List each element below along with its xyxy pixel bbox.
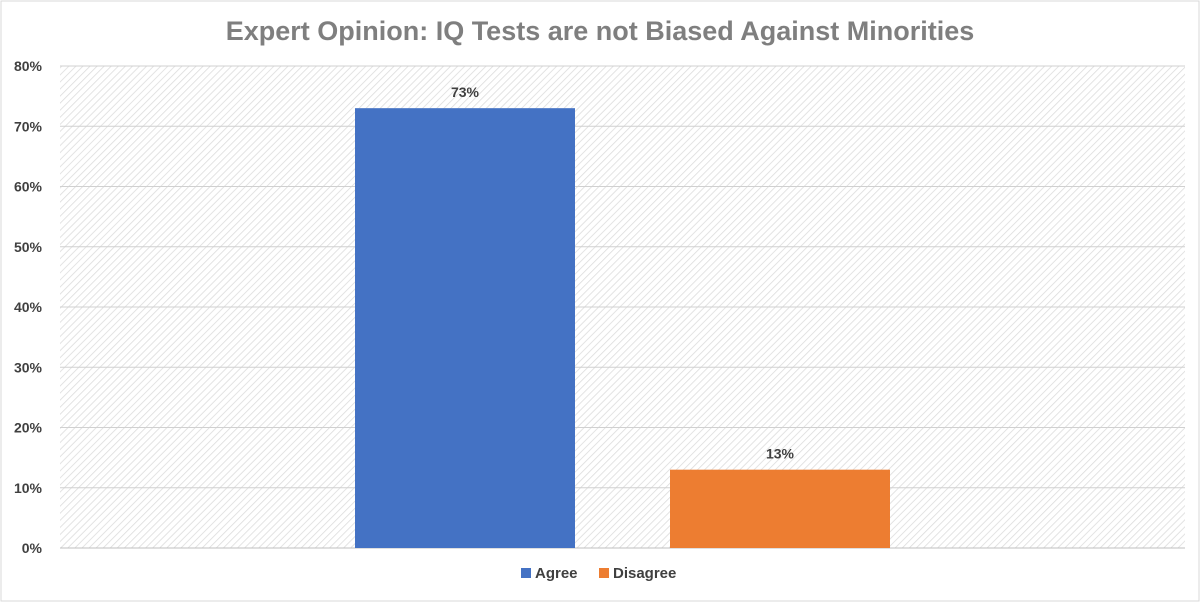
legend: Agree Disagree [521,565,676,582]
y-tick-label-10: 10% [14,480,43,496]
legend-label-disagree: Disagree [613,565,676,582]
chart-title: Expert Opinion: IQ Tests are not Biased … [226,16,975,46]
bar-agree [355,108,575,549]
y-tick-label-20: 20% [14,420,43,436]
y-tick-label-30: 30% [14,359,43,375]
y-tick-label-50: 50% [14,239,43,255]
plot-area: 0% 10% 20% 30% 40% 50% 60% 70% 80% 73% 13% [14,58,1185,556]
bar-disagree [670,469,890,548]
data-label-disagree: 13% [766,446,795,462]
y-tick-label-60: 60% [14,179,43,195]
legend-swatch-agree [521,568,531,578]
legend-swatch-disagree [599,568,609,578]
data-label-agree: 73% [451,84,480,100]
y-tick-label-0: 0% [22,540,43,556]
y-tick-label-70: 70% [14,118,43,134]
y-tick-label-40: 40% [14,299,43,315]
legend-label-agree: Agree [535,565,578,582]
y-tick-label-80: 80% [14,58,43,74]
